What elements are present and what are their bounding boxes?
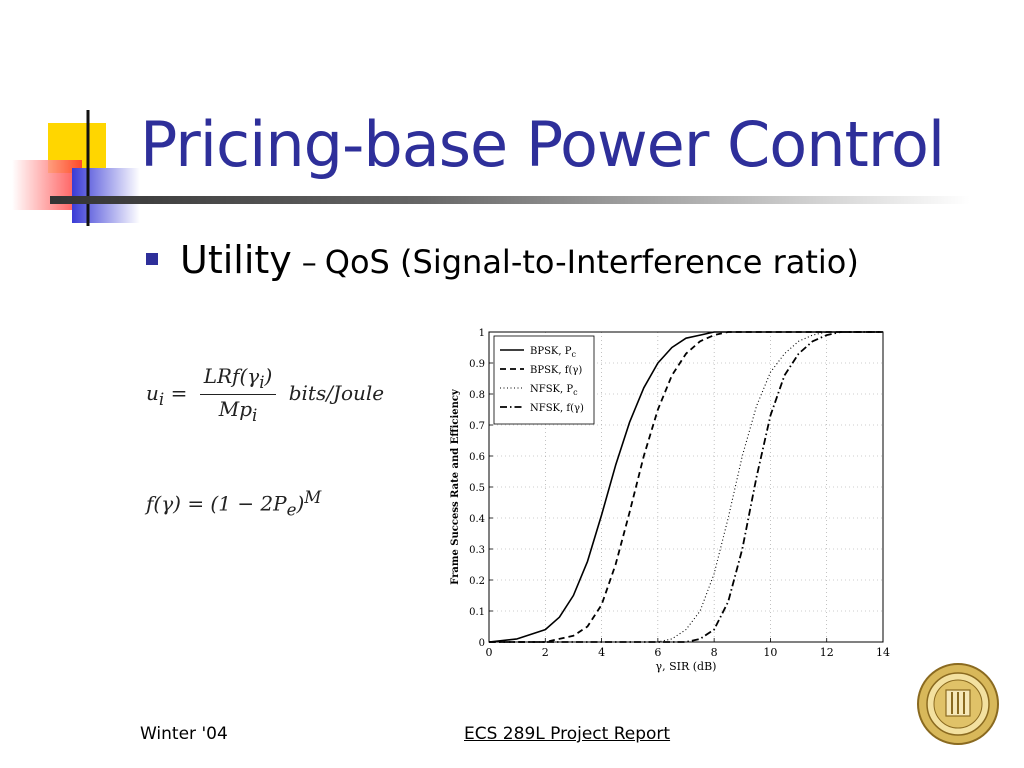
y-tick-label: 0 (479, 638, 485, 649)
deco-blue-block (72, 168, 140, 223)
series-line-1 (488, 331, 883, 643)
y-axis-label: Frame Success Rate and Efficiency (450, 388, 461, 585)
success-rate-chart: 0 2 4 6 8 10 12 14 0 0.1 0.2 0.3 0.4 0.5 0.6 0.7 0.8 0.9 1… (450, 328, 890, 673)
x-tick-label: 2 (542, 646, 549, 659)
legend-entry-2: BPSK, f(γ) (530, 365, 582, 376)
x-tick-label: 6 (654, 646, 661, 659)
x-tick-label: 12 (820, 646, 834, 659)
footer-date: Winter '04 (140, 724, 228, 744)
y-tick-label: 0.8 (469, 390, 485, 401)
legend-entry-4: NFSK, f(γ) (530, 403, 584, 414)
formula-numerator: LRf(γi) (199, 364, 277, 395)
title-rule (50, 196, 970, 204)
slide-title: Pricing-base Power Control (140, 108, 945, 181)
university-seal-logo (917, 663, 999, 745)
utility-formula: ui = LRf(γi) Mpi bits/Joule (146, 364, 385, 425)
legend-entry-3: NFSK, Pc (530, 384, 578, 397)
y-tick-label: 0.3 (469, 545, 485, 556)
formula-lhs: u (146, 381, 159, 405)
legend-entry-1: BPSK, Pc (530, 346, 576, 359)
bullet-term: Utility (180, 238, 292, 282)
x-tick-label: 8 (711, 646, 718, 659)
x-tick-label: 0 (486, 646, 493, 659)
y-tick-label: 0.2 (469, 576, 485, 587)
formula-denominator: Mpi (218, 397, 258, 425)
y-tick-label: 0.4 (469, 514, 485, 525)
square-bullet-icon (146, 253, 158, 265)
formula-units: bits/Joule (288, 381, 385, 405)
x-tick-label: 10 (763, 646, 777, 659)
series-line-4 (489, 331, 883, 643)
y-tick-label: 0.6 (469, 452, 485, 463)
y-tick-label: 0.5 (469, 483, 485, 494)
y-tick-label: 1 (479, 328, 485, 339)
y-tick-label: 0.7 (469, 421, 485, 432)
footer-title: ECS 289L Project Report (464, 724, 671, 744)
bullet-item: Utility – QoS (Signal-to-Interference rati… (146, 238, 859, 282)
bullet-detail: QoS (Signal-to-Interference ratio) (324, 243, 859, 281)
y-tick-label: 0.9 (469, 359, 485, 370)
formula-fraction: LRf(γi) Mpi (199, 364, 277, 425)
series-line-2 (489, 331, 883, 643)
bullet-separator: – (301, 246, 317, 281)
x-axis-label: γ, SIR (dB) (656, 660, 717, 673)
formula-lhs-sub: i (158, 390, 165, 409)
efficiency-formula: f(γ) = (1 − 2Pe)M (146, 488, 322, 520)
x-tick-label: 4 (598, 646, 605, 659)
y-tick-label: 0.1 (469, 607, 485, 618)
x-tick-label: 14 (876, 646, 890, 659)
